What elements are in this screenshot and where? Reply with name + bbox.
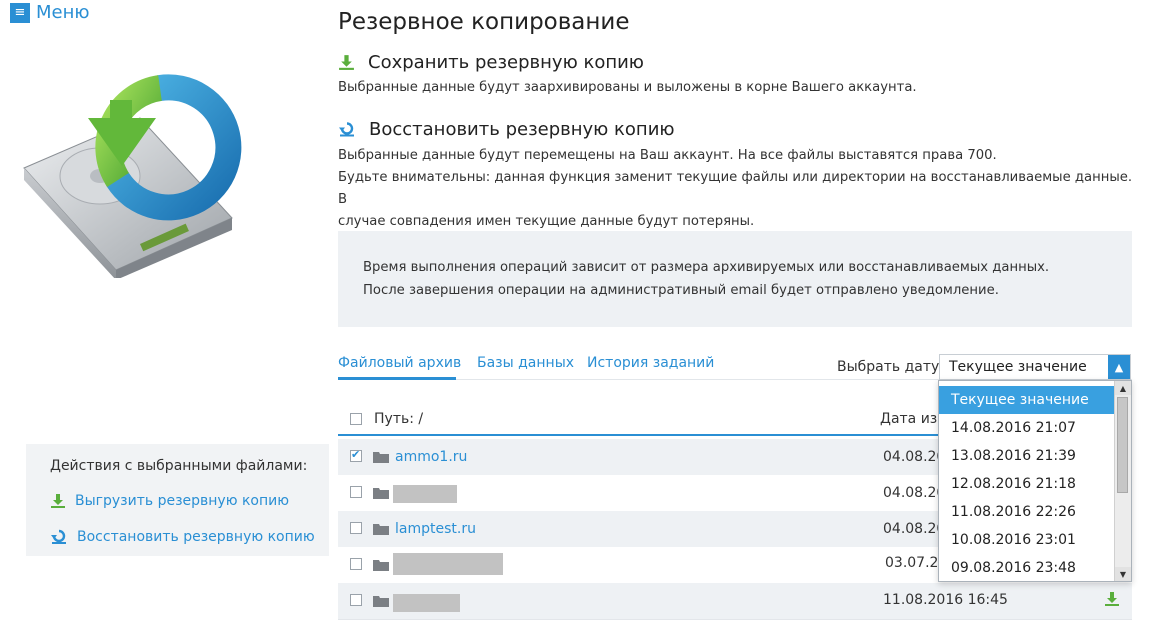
row-checkbox[interactable] xyxy=(350,522,362,534)
folder-icon xyxy=(373,488,389,499)
table-row[interactable]: 03.07.20 xyxy=(338,547,1132,583)
hamburger-icon: ≡ xyxy=(10,2,30,23)
date-option[interactable]: Текущее значение xyxy=(939,386,1115,414)
date-option[interactable]: 10.08.2016 23:01 xyxy=(951,532,1076,548)
info-box: Время выполнения операций зависит от раз… xyxy=(338,231,1132,327)
row-checkbox[interactable] xyxy=(350,594,362,606)
restore-text-line: Будьте внимательны: данная функция замен… xyxy=(338,170,1133,207)
file-name-link[interactable]: ammo1.ru xyxy=(395,449,468,465)
table-row[interactable]: 04.08.20 xyxy=(338,475,1132,511)
redacted-file-name xyxy=(393,594,460,612)
redacted-file-name xyxy=(393,553,503,575)
download-backup-label: Выгрузить резервную копию xyxy=(75,493,290,509)
restore-section-text: Выбранные данные будут перемещены на Ваш… xyxy=(338,145,1138,233)
restore-icon xyxy=(339,122,354,137)
tab-active-indicator xyxy=(338,377,456,380)
row-checkbox[interactable] xyxy=(350,486,362,498)
dropdown-scrollbar[interactable]: ▲ ▼ xyxy=(1114,381,1131,581)
info-line: Время выполнения операций зависит от раз… xyxy=(363,260,1050,275)
scroll-up-icon[interactable]: ▲ xyxy=(1115,381,1131,395)
row-checkbox[interactable] xyxy=(350,448,362,462)
menu-button[interactable]: ≡ Меню xyxy=(10,2,90,23)
selected-files-actions-panel: Действия с выбранными файлами: Выгрузить… xyxy=(26,444,329,556)
file-date: 04.08.20 xyxy=(883,521,946,537)
redacted-file-name xyxy=(393,485,457,503)
tab-databases[interactable]: Базы данных xyxy=(477,355,575,371)
download-icon xyxy=(339,55,354,70)
restore-section-title-text: Восстановить резервную копию xyxy=(369,119,675,140)
restore-backup-label: Восстановить резервную копию xyxy=(77,529,315,545)
folder-icon xyxy=(373,596,389,607)
file-date: 04.08.20 xyxy=(883,485,946,501)
table-header-divider xyxy=(338,434,1132,436)
restore-icon xyxy=(51,529,66,544)
select-all-checkbox[interactable] xyxy=(350,413,362,425)
folder-icon xyxy=(373,560,389,571)
path-label: Путь: / xyxy=(374,411,424,427)
download-icon[interactable] xyxy=(1104,591,1120,607)
date-select[interactable]: Текущее значение ▲ xyxy=(939,354,1131,380)
file-date: 11.08.2016 16:45 xyxy=(883,592,1008,608)
date-dropdown-list[interactable]: Текущее значение 14.08.2016 21:07 13.08.… xyxy=(938,380,1132,582)
date-option[interactable]: 12.08.2016 21:18 xyxy=(951,476,1076,492)
date-select-value: Текущее значение xyxy=(949,359,1087,375)
date-option[interactable]: 09.08.2016 23:48 xyxy=(951,560,1076,576)
file-name-link[interactable]: lamptest.ru xyxy=(395,521,476,537)
tab-file-archive[interactable]: Файловый архив xyxy=(338,355,462,371)
table-row[interactable]: 11.08.2016 16:45 xyxy=(338,583,1132,619)
backup-drive-illustration xyxy=(23,74,242,278)
info-line: После завершения операции на администрат… xyxy=(363,283,999,298)
restore-text-line: Выбранные данные будут перемещены на Ваш… xyxy=(338,148,997,163)
restore-backup-action[interactable]: Восстановить резервную копию xyxy=(50,529,315,545)
folder-icon xyxy=(373,452,389,463)
tab-job-history[interactable]: История заданий xyxy=(587,355,715,371)
date-column-header: Дата изм xyxy=(880,411,948,427)
folder-icon xyxy=(373,524,389,535)
tabs-divider xyxy=(338,379,1132,380)
save-section-text: Выбранные данные будут заархивированы и … xyxy=(338,80,917,95)
file-date: 04.08.20 xyxy=(883,449,946,465)
row-divider xyxy=(338,619,1132,620)
row-checkbox[interactable] xyxy=(350,558,362,570)
save-section-title: Сохранить резервную копию xyxy=(338,52,644,73)
chevron-up-icon[interactable]: ▲ xyxy=(1108,355,1130,379)
download-icon xyxy=(51,494,65,508)
actions-title: Действия с выбранными файлами: xyxy=(50,458,308,474)
restore-text-line: случае совпадения имен текущие данные бу… xyxy=(338,214,755,229)
date-option[interactable]: 14.08.2016 21:07 xyxy=(951,420,1076,436)
date-picker-label: Выбрать дату: xyxy=(837,359,945,375)
page-title: Резервное копирование xyxy=(338,9,630,35)
file-date: 03.07.20 xyxy=(885,555,948,571)
date-option[interactable]: 11.08.2016 22:26 xyxy=(951,504,1076,520)
menu-label: Меню xyxy=(36,2,90,23)
scrollbar-thumb[interactable] xyxy=(1117,397,1128,493)
date-option[interactable]: 13.08.2016 21:39 xyxy=(951,448,1076,464)
table-header: Путь: / Дата изм xyxy=(338,405,1132,435)
scroll-down-icon[interactable]: ▼ xyxy=(1115,567,1131,581)
download-backup-action[interactable]: Выгрузить резервную копию xyxy=(50,493,289,509)
restore-section-title: Восстановить резервную копию xyxy=(338,119,675,140)
save-section-title-text: Сохранить резервную копию xyxy=(368,52,644,73)
